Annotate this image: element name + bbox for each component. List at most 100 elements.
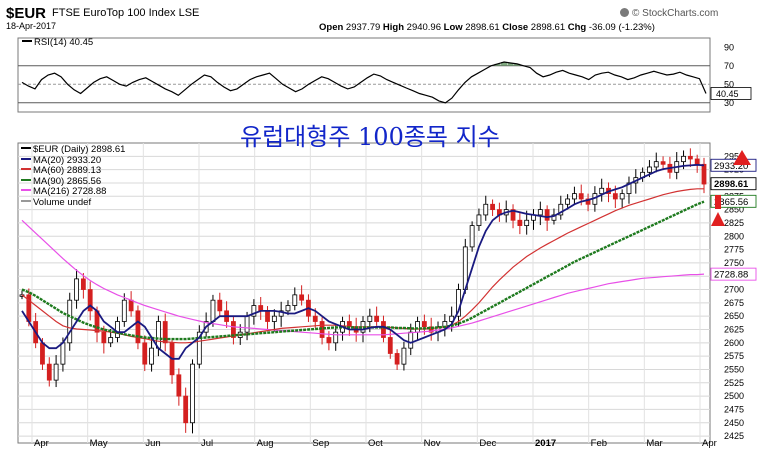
ma60-legend-text: MA(60) 2889.13 — [33, 165, 102, 177]
x-tick-label: Mar — [646, 438, 662, 449]
chart-date: 18-Apr-2017 — [6, 21, 57, 31]
price-legend-text: $EUR (Daily) 2898.61 — [33, 144, 126, 155]
candle-body — [80, 278, 86, 290]
ma216-swatch — [21, 189, 31, 192]
rsi-axis-ticks: 30 50 70 90 40.45 — [710, 42, 752, 108]
x-tick-label: May — [90, 438, 108, 449]
rsi-tick-label: 90 — [724, 42, 734, 52]
rsi-panel-frame — [17, 37, 711, 113]
symbol-label: $EUR — [6, 5, 47, 22]
candle-body — [115, 321, 120, 338]
ma60-swatch — [21, 168, 31, 171]
candle-body — [558, 203, 564, 216]
candle-body — [612, 193, 618, 200]
price-axis-ticks: 2425 2450 2475 2500 2525 2550 2575 2600 2625 2650… — [724, 151, 744, 441]
value-tag-text: 2728.88 — [714, 270, 748, 281]
arrow-stem — [715, 195, 721, 209]
rsi-tick-label: 30 — [724, 98, 734, 108]
ma216-legend-text: MA(216) 2728.88 — [33, 186, 107, 198]
price-tick-label: 2850 — [724, 205, 744, 215]
price-tick-label: 2425 — [724, 431, 744, 441]
price-tick-label: 2550 — [724, 364, 744, 374]
candle-body — [578, 193, 584, 200]
index-description: FTSE EuroTop 100 Index LSE — [52, 7, 200, 19]
candle-body — [333, 331, 339, 344]
candle-body — [251, 305, 257, 317]
value-tags: 2933.20 2898.61 2865.56 2728.88 — [710, 158, 757, 281]
high-label: High — [382, 22, 405, 33]
candle-body — [647, 166, 652, 173]
candle-body — [292, 294, 298, 306]
candle-body — [517, 219, 523, 226]
candle-body — [162, 321, 168, 344]
candle-body — [408, 331, 414, 349]
brand-logo-icon — [620, 8, 629, 17]
legend-ma60: MA(60) 2889.13 — [21, 165, 125, 177]
candle-body — [40, 342, 45, 365]
x-tick-label: Apr — [702, 438, 717, 449]
x-tick-label: Oct — [368, 438, 383, 449]
rsi-legend: RSI(14) 40.45 — [22, 37, 93, 48]
x-tick-label: Feb — [591, 438, 607, 449]
candle-body — [544, 209, 550, 221]
candle-body — [46, 363, 52, 381]
candle-body — [394, 353, 400, 365]
price-tick-label: 2825 — [724, 218, 744, 228]
brand-watermark: © StockCharts.com — [620, 8, 718, 19]
candle-body — [312, 315, 318, 322]
candle-body — [53, 363, 59, 381]
legend-ma90: MA(90) 2865.56 — [21, 176, 125, 188]
x-tick-label: Aug — [257, 438, 274, 449]
candle-body — [510, 209, 516, 221]
candle-body — [490, 203, 495, 211]
open-value: 2937.79 — [345, 22, 381, 33]
x-axis-ticks: Apr May Jun Jul Aug Sep Oct Nov Dec 2017 Feb Mar Apr — [34, 438, 717, 449]
candle-body — [701, 163, 707, 185]
price-tick-label: 2500 — [724, 391, 744, 401]
x-tick-label: Sep — [312, 438, 329, 449]
candle-body — [687, 155, 693, 160]
candle-body — [626, 182, 632, 195]
candle-body — [367, 315, 373, 322]
x-tick-label: 2017 — [535, 438, 556, 449]
x-tick-label: Jun — [145, 438, 160, 449]
candle-body — [619, 193, 625, 200]
candle-body — [299, 294, 305, 301]
price-tick-label: 2775 — [724, 245, 744, 255]
legend-volume: Volume undef — [21, 196, 125, 209]
candle-body — [326, 337, 332, 344]
candle-body — [694, 158, 700, 165]
price-tick-label: 2525 — [724, 378, 744, 388]
candle-body — [387, 337, 393, 354]
candle-body — [681, 155, 686, 163]
legend-ma20: MA(20) 2933.20 — [21, 155, 125, 167]
price-tick-label: 2700 — [724, 285, 744, 295]
candle-body — [74, 278, 79, 301]
up-arrow-icon — [733, 150, 751, 165]
overlay-title: 유럽대형주 100종목 지수 — [240, 123, 500, 151]
value-tag — [710, 194, 757, 208]
rsi-tick-label: 70 — [724, 61, 734, 71]
value-tag-text: 2865.56 — [714, 197, 748, 208]
volume-legend-text: Volume undef — [33, 196, 92, 208]
candle-body — [190, 363, 195, 424]
candle-body — [415, 321, 420, 333]
rsi-grid — [18, 62, 710, 104]
candle-body — [244, 315, 250, 333]
candle-body — [176, 374, 182, 397]
brand-text: © StockCharts.com — [632, 8, 719, 19]
price-grid — [18, 143, 710, 443]
candle-body — [551, 214, 557, 221]
candle-body — [135, 310, 141, 344]
value-tag-text: 2898.61 — [714, 179, 749, 190]
x-tick-label: Nov — [424, 438, 441, 449]
candle-body — [87, 289, 93, 312]
chg-label: Chg — [567, 22, 587, 33]
candle-body — [524, 219, 530, 226]
candle-body — [265, 310, 270, 322]
price-tick-label: 2450 — [724, 418, 744, 428]
candle-body — [128, 299, 134, 312]
candle-body — [374, 315, 380, 322]
candle-body — [469, 225, 475, 248]
candle-body — [421, 321, 427, 328]
